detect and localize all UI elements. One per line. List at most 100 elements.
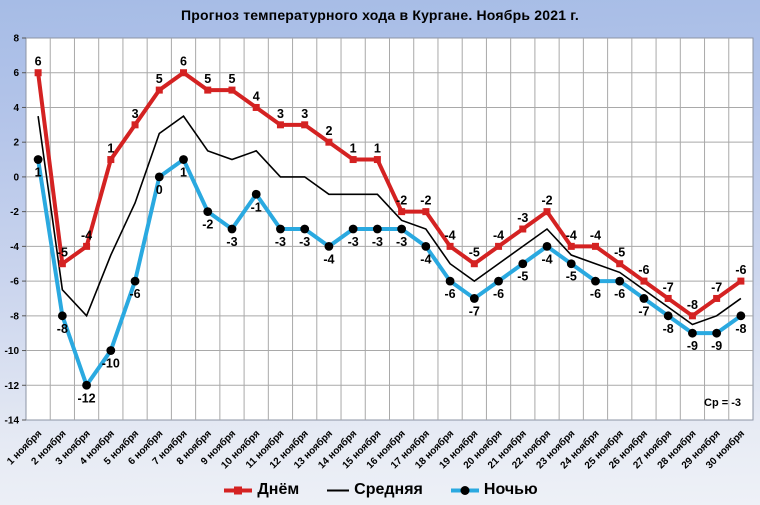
data-label: -3 (372, 235, 383, 249)
data-label: -2 (541, 194, 552, 208)
legend-label-day: Днём (257, 481, 300, 498)
data-label: -4 (590, 228, 601, 242)
data-label: -12 (78, 391, 96, 405)
y-tick-label: 6 (13, 68, 19, 79)
day-point-marker (398, 208, 406, 216)
day-point-marker (543, 208, 551, 216)
data-label: 1 (374, 142, 381, 156)
average-line-icon (327, 489, 350, 491)
data-label: 3 (277, 107, 284, 121)
y-tick-label: -8 (10, 311, 19, 322)
y-axis: 8 6 4 2 0 -2 -4 -6 -8 -10 -12 -14 (5, 34, 26, 427)
data-label: -4 (81, 228, 92, 242)
data-label: 1 (107, 142, 114, 156)
data-label: -3 (517, 211, 528, 225)
night-point-marker (591, 276, 600, 286)
night-line-marker-icon (450, 485, 479, 495)
data-label: -4 (493, 228, 504, 242)
data-label: -6 (638, 263, 649, 277)
data-label: -10 (102, 357, 120, 371)
day-point-marker (616, 260, 624, 268)
data-label: -8 (57, 322, 68, 336)
chart-title: Прогноз температурного хода в Кургане. Н… (180, 7, 579, 23)
day-point-marker (349, 156, 357, 164)
night-point-marker (82, 380, 91, 390)
day-point-marker (688, 312, 696, 320)
day-point-marker (301, 121, 309, 129)
y-tick-label: -2 (10, 207, 19, 218)
y-tick-label: -12 (5, 381, 20, 392)
night-point-marker (227, 224, 237, 234)
night-point-marker (494, 276, 503, 286)
chart-legend: Днём Средняя Ночью (0, 481, 760, 499)
data-label: -7 (469, 304, 480, 318)
data-label: -2 (420, 194, 431, 208)
day-point-marker (591, 242, 599, 250)
night-point-marker (130, 276, 140, 286)
day-point-marker (664, 294, 672, 302)
night-point-marker (639, 294, 649, 303)
legend-item-day: Днём (222, 481, 299, 499)
day-point-marker (204, 86, 212, 94)
data-label: 5 (229, 72, 236, 86)
day-point-marker (180, 69, 188, 77)
night-point-marker (372, 224, 382, 234)
night-point-marker (203, 207, 213, 217)
y-tick-label: -6 (10, 277, 19, 288)
data-label: 6 (180, 55, 187, 69)
night-point-marker (542, 241, 552, 251)
data-label: -5 (469, 246, 480, 260)
legend-item-average: Средняя (325, 481, 423, 499)
data-label: -3 (275, 235, 286, 249)
y-tick-label: -4 (10, 242, 19, 253)
night-point-marker (179, 155, 188, 164)
y-tick-label: 8 (13, 34, 19, 45)
data-label: -8 (735, 322, 746, 336)
night-point-marker (106, 346, 116, 355)
legend-item-night: Ночью (449, 481, 538, 499)
day-line-marker-icon (224, 486, 253, 494)
data-label: -9 (687, 339, 698, 353)
data-label: -6 (614, 287, 625, 301)
data-label: 5 (204, 72, 211, 86)
data-label: -6 (493, 287, 504, 301)
data-label: -5 (566, 270, 577, 284)
series-Ночью: 1-8-12-10-601-2-3-1-3 -3-4-3 -3 -3-4-6-7-6-… (33, 155, 746, 405)
data-label: -4 (323, 252, 334, 266)
day-point-marker (737, 277, 745, 285)
data-label: -2 (396, 194, 407, 208)
day-point-marker (567, 242, 575, 250)
series-line-Днём (36, 70, 743, 319)
data-label: -5 (517, 270, 528, 284)
data-label: 3 (301, 107, 308, 121)
night-point-marker (324, 241, 334, 251)
data-label: 4 (253, 89, 260, 103)
night-point-marker (663, 311, 673, 321)
data-label: -6 (129, 287, 140, 301)
average-annotation: Ср = -3 (704, 397, 741, 409)
data-label: -5 (614, 246, 625, 260)
night-point-marker (57, 311, 67, 321)
night-point-marker (348, 224, 358, 234)
y-tick-label: -10 (5, 346, 20, 357)
data-label: 3 (132, 107, 139, 121)
night-point-marker (276, 224, 285, 234)
data-label: -7 (663, 280, 674, 294)
day-point-marker (252, 103, 260, 111)
data-label: -6 (735, 263, 746, 277)
night-point-marker (469, 294, 479, 303)
night-point-marker (566, 259, 576, 269)
day-point-marker (640, 277, 648, 285)
night-point-marker (615, 276, 625, 286)
y-tick-label: 0 (13, 172, 19, 183)
day-point-marker (325, 138, 333, 146)
data-label: -4 (420, 252, 431, 266)
data-label: 5 (156, 72, 163, 86)
data-label: -8 (687, 298, 698, 312)
y-tick-label: 2 (13, 138, 19, 149)
series-line-Средняя (37, 115, 742, 326)
data-label: -8 (663, 322, 674, 336)
